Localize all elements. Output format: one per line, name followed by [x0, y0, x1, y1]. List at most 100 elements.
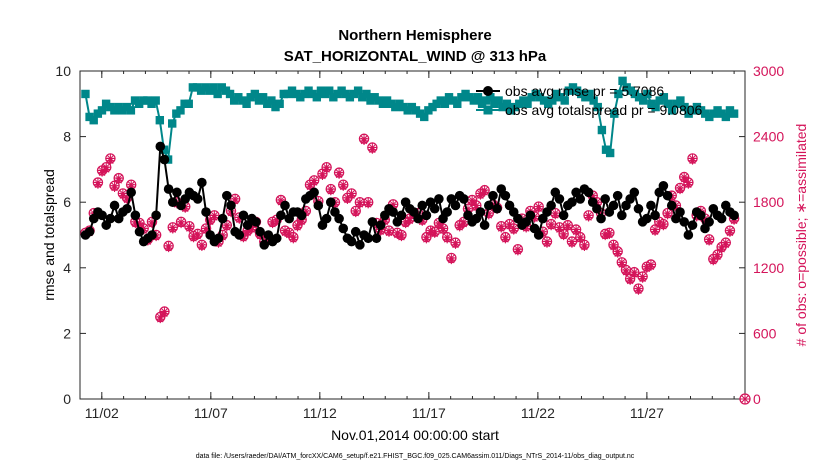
totalspread-point	[548, 96, 557, 105]
rmse-point	[479, 220, 490, 230]
rmse-point	[309, 187, 319, 198]
obs-assimilated-point	[555, 225, 564, 234]
obs-assimilated-point	[376, 227, 385, 236]
obs-assimilated-point	[405, 216, 414, 225]
totalspread-point	[275, 99, 284, 108]
obs-assimilated-point	[534, 204, 543, 213]
rmse-point	[130, 210, 141, 221]
y-left-tick-label: 10	[55, 63, 71, 79]
obs-assimilated-point	[542, 239, 551, 248]
totalspread-point	[486, 93, 495, 102]
obs-assimilated-point	[484, 211, 493, 220]
x-axis-label: Nov.01,2014 00:00:00 start	[331, 427, 499, 443]
y-right-tick-label: 600	[753, 325, 777, 341]
totalspread-point	[258, 93, 268, 102]
rmse-point	[388, 207, 398, 217]
obs-assimilated-point	[384, 228, 393, 237]
rmse-point	[646, 200, 656, 211]
obs-assimilated-point	[688, 156, 697, 165]
obs-assimilated-point	[480, 188, 489, 197]
obs-assimilated-point	[642, 264, 651, 273]
obs-assimilated-point	[468, 198, 477, 207]
totalspread-point	[659, 93, 669, 102]
obs-assimilated-point	[522, 224, 531, 233]
y-right-tick-label: 1200	[753, 260, 784, 276]
rmse-point	[575, 194, 586, 204]
totalspread-point	[651, 102, 660, 112]
rmse-point	[658, 181, 669, 191]
obs-assimilated-point	[572, 227, 581, 236]
totalspread-point	[589, 96, 598, 105]
obs-assimilated-point	[547, 222, 556, 231]
obs-assimilated-point	[717, 245, 726, 254]
obs-assimilated-point	[355, 200, 364, 209]
obs-assimilated-point	[725, 228, 734, 237]
x-tick-label: 11/12	[303, 405, 337, 421]
totalspread-point	[440, 99, 450, 108]
rmse-point	[371, 233, 382, 244]
obs-assimilated-point	[563, 223, 572, 232]
rmse-point	[683, 230, 694, 240]
rmse-point	[271, 233, 282, 244]
obs-assimilated-point	[497, 224, 506, 233]
plot-area	[80, 76, 740, 324]
obs-assimilated-point	[222, 223, 231, 232]
y-right-tick-label: 2400	[753, 129, 784, 145]
totalspread-point	[502, 99, 512, 108]
obs-assimilated-point	[447, 256, 456, 265]
rmse-point	[217, 213, 228, 224]
rmse-point	[608, 200, 619, 211]
obs-assimilated-point	[156, 315, 165, 324]
totalspread-point	[151, 96, 160, 105]
obs-assimilated-point	[360, 136, 369, 145]
obs-assimilated-point	[418, 217, 427, 226]
obs-assimilated-point	[181, 204, 190, 213]
rmse-point	[296, 210, 307, 221]
obs-assimilated-point	[135, 221, 144, 230]
obs-assimilated-point	[168, 225, 177, 234]
obs-assimilated-point	[559, 232, 568, 241]
totalspread-point	[676, 96, 685, 105]
totalspread-point	[184, 99, 193, 108]
obs-assimilated-point	[439, 226, 448, 235]
obs-assimilated-point	[114, 176, 123, 185]
obs-assimilated-point	[455, 223, 464, 232]
x-tick-label: 11/07	[194, 405, 228, 421]
obs-assimilated-point	[326, 187, 335, 196]
totalspread-point	[618, 76, 627, 86]
obs-assimilated-point	[576, 235, 585, 244]
obs-assimilated-point	[451, 240, 460, 249]
rmse-point	[259, 240, 270, 250]
rmse-point	[151, 210, 161, 221]
rmse-point	[255, 226, 265, 237]
rmse-point	[583, 187, 594, 198]
obs-assimilated-point	[393, 231, 402, 239]
rmse-point	[413, 213, 423, 224]
rmse-point	[592, 203, 602, 214]
rmse-point	[280, 200, 290, 211]
rmse-point	[716, 213, 727, 224]
obs-assimilated-point	[638, 274, 647, 283]
totalspread-point	[639, 96, 648, 105]
obs-assimilated-point	[434, 221, 443, 230]
obs-assimilated-point	[659, 222, 668, 231]
rmse-point	[675, 207, 685, 217]
rmse-point	[226, 200, 236, 211]
obs-assimilated-point	[655, 220, 664, 229]
obs-assimilated-point	[646, 262, 655, 271]
obs-assimilated-point	[721, 240, 730, 249]
obs-assimilated-point	[397, 233, 406, 242]
obs-assimilated-point	[193, 232, 202, 241]
rmse-point	[421, 210, 432, 221]
obs-assimilated-point	[401, 220, 410, 229]
rmse-point	[417, 200, 428, 211]
totalspread-point	[585, 89, 594, 99]
rmse-point	[201, 207, 211, 217]
obs-assimilated-point	[231, 197, 240, 206]
rmse-point	[459, 194, 469, 204]
rmse-point	[346, 236, 357, 247]
totalspread-point	[605, 148, 615, 158]
obs-assimilated-point	[551, 211, 560, 220]
rmse-point	[442, 207, 452, 217]
